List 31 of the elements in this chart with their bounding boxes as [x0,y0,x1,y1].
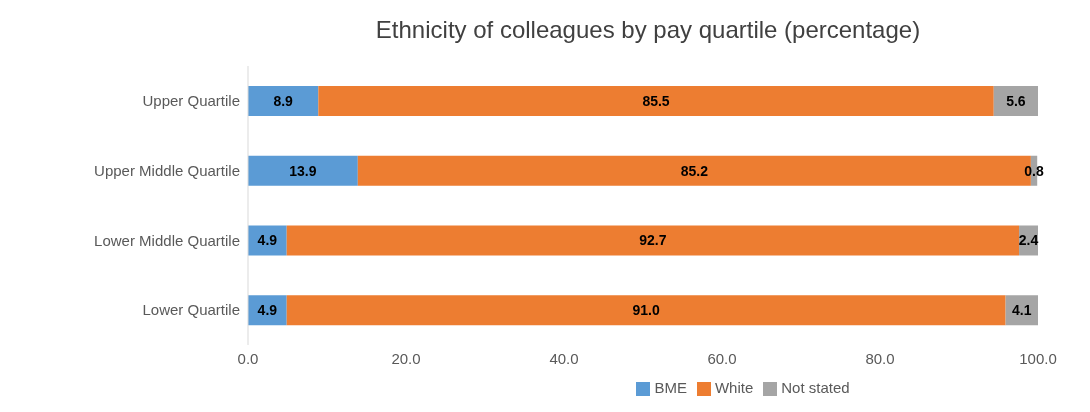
y-tick-label: Upper Quartile [142,92,240,110]
legend-label: BME [654,378,687,396]
x-tick-label: 80.0 [865,349,895,367]
data-label: 8.9 [273,93,294,109]
data-label: 85.2 [680,162,709,179]
y-tick-label: Lower Middle Quartile [94,231,240,249]
data-label: 13.9 [289,162,317,179]
bar [318,86,994,116]
x-tick-label: 0.0 [237,349,259,367]
data-label: 0.8 [1024,162,1044,179]
data-label: 4.1 [1012,302,1032,319]
y-tick-label: Upper Middle Quartile [94,161,240,179]
x-tick-label: 40.0 [549,349,579,367]
bar [248,86,319,116]
data-label: 4.9 [257,232,278,249]
legend-label: Not stated [781,378,850,396]
chart-title: Ethnicity of colleagues by pay quartile (percentage) [374,15,922,45]
data-label: 4.9 [257,302,278,319]
data-label: 92.7 [639,232,667,249]
data-label: 2.4 [1018,232,1039,249]
bar [286,295,1006,326]
x-tick-label: 100.0 [1019,349,1057,367]
y-tick-label: Lower Quartile [142,301,240,319]
x-tick-label: 20.0 [391,349,421,367]
data-label: 5.6 [1006,93,1026,109]
legend-label: White [714,378,754,396]
x-tick-label: 60.0 [707,349,737,367]
bar [248,155,358,186]
data-label: 91.0 [632,302,660,319]
bar [286,225,1020,256]
data-label: 85.5 [642,93,670,109]
